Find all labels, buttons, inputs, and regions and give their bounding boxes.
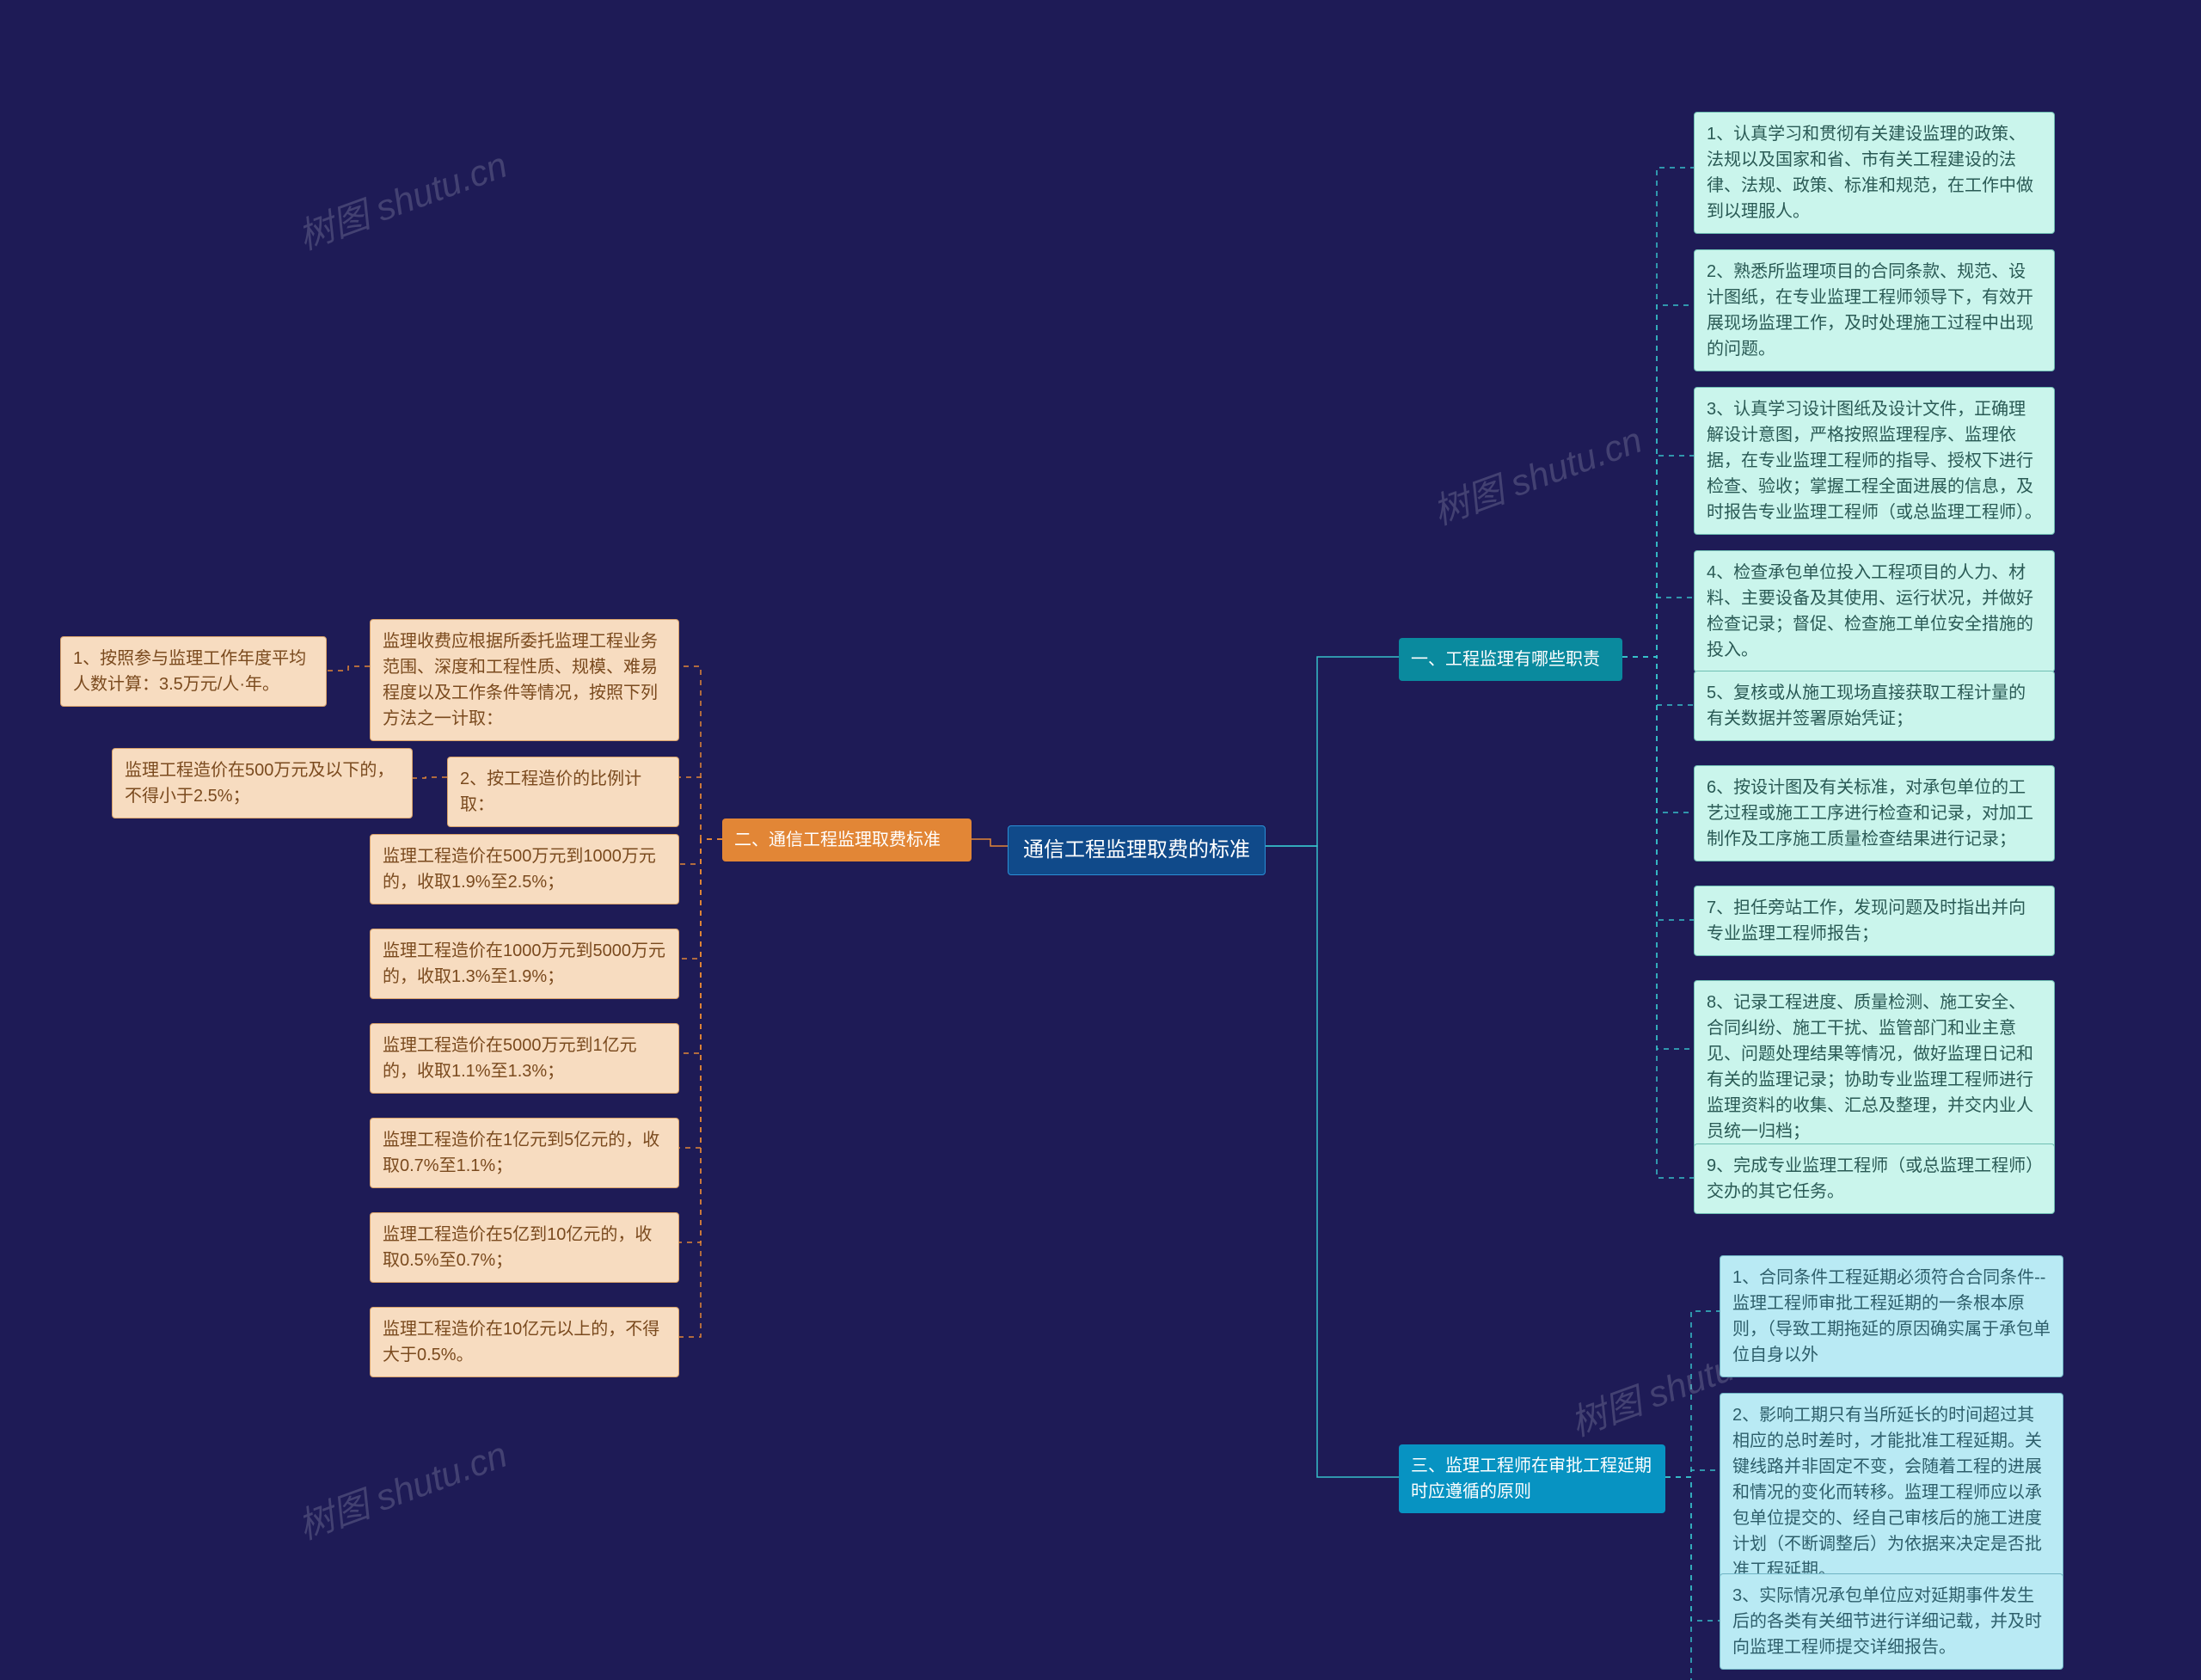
- branch1-leaf-7: 8、记录工程进度、质量检测、施工安全、合同纠纷、施工干扰、监管部门和业主意见、问…: [1694, 980, 2055, 1154]
- branch3-leaf-2: 3、实际情况承包单位应对延期事件发生后的各类有关细节进行详细记载，并及时向监理工…: [1720, 1573, 2063, 1670]
- branch3-leaf-1: 2、影响工期只有当所延长的时间超过其相应的总时差时，才能批准工程延期。关键线路并…: [1720, 1393, 2063, 1592]
- branch1-leaf-6: 7、担任旁站工作，发现问题及时指出并向专业监理工程师报告；: [1694, 886, 2055, 956]
- branch2-leaf-1: 2、按工程造价的比例计取：: [447, 757, 679, 827]
- branch2-leaf-6: 监理工程造价在5亿到10亿元的，收取0.5%至0.7%；: [370, 1212, 679, 1283]
- branch1-leaf-0: 1、认真学习和贯彻有关建设监理的政策、法规以及国家和省、市有关工程建设的法律、法…: [1694, 112, 2055, 234]
- branch2-leaf-7: 监理工程造价在10亿元以上的，不得大于0.5%。: [370, 1307, 679, 1377]
- watermark: 树图 shutu.cn: [290, 136, 513, 260]
- branch2-leaf-3: 监理工程造价在1000万元到5000万元的，收取1.3%至1.9%；: [370, 929, 679, 999]
- branch2-leaf-1-sub-0: 监理工程造价在500万元及以下的，不得小于2.5%；: [112, 748, 413, 819]
- branch1-leaf-5: 6、按设计图及有关标准，对承包单位的工艺过程或施工工序进行检查和记录，对加工制作…: [1694, 765, 2055, 861]
- watermark: 树图 shutu.cn: [290, 1426, 513, 1549]
- branch2-leaf-5: 监理工程造价在1亿元到5亿元的，收取0.7%至1.1%；: [370, 1118, 679, 1188]
- branch1-leaf-4: 5、复核或从施工现场直接获取工程计量的有关数据并签署原始凭证；: [1694, 671, 2055, 741]
- branch1-leaf-8: 9、完成专业监理工程师（或总监理工程师）交办的其它任务。: [1694, 1144, 2055, 1214]
- branch1-leaf-1: 2、熟悉所监理项目的合同条款、规范、设计图纸，在专业监理工程师领导下，有效开展现…: [1694, 249, 2055, 371]
- branch2-leaf-4: 监理工程造价在5000万元到1亿元的，收取1.1%至1.3%；: [370, 1023, 679, 1094]
- branch1-leaf-2: 3、认真学习设计图纸及设计文件，正确理解设计意图，严格按照监理程序、监理依据，在…: [1694, 387, 2055, 535]
- branch-责职: 一、工程监理有哪些职责: [1399, 638, 1622, 681]
- branch-审批原则: 三、监理工程师在审批工程延期时应遵循的原则: [1399, 1444, 1665, 1513]
- watermark: 树图 shutu.cn: [1425, 411, 1648, 535]
- branch-取费标准: 二、通信工程监理取费标准: [722, 819, 972, 861]
- mindmap-canvas: 树图 shutu.cn 树图 shutu.cn 树图 shutu.cn 树图 s…: [0, 0, 2201, 1680]
- branch2-leaf-0: 监理收费应根据所委托监理工程业务范围、深度和工程性质、规模、难易程度以及工作条件…: [370, 619, 679, 741]
- branch1-leaf-3: 4、检查承包单位投入工程项目的人力、材料、主要设备及其使用、运行状况，并做好检查…: [1694, 550, 2055, 672]
- branch3-leaf-0: 1、合同条件工程延期必须符合合同条件--监理工程师审批工程延期的一条根本原则，（…: [1720, 1255, 2063, 1377]
- branch2-leaf-2: 监理工程造价在500万元到1000万元的，收取1.9%至2.5%；: [370, 834, 679, 904]
- root-node: 通信工程监理取费的标准: [1008, 825, 1266, 875]
- branch2-leaf-0-sub-0: 1、按照参与监理工作年度平均人数计算：3.5万元/人·年。: [60, 636, 327, 707]
